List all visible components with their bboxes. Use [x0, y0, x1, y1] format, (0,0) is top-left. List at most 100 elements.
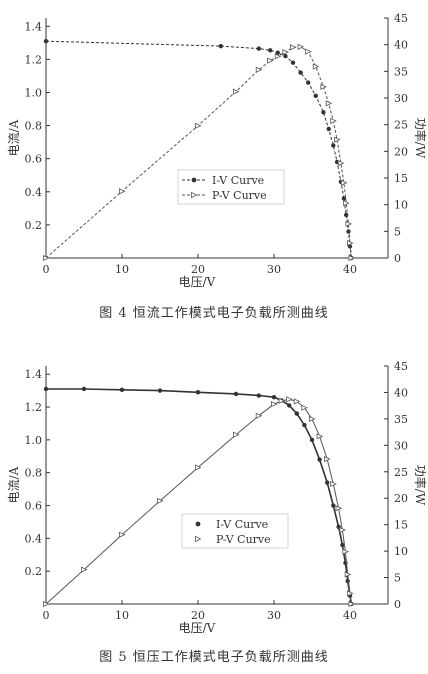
- pv-data-point: [267, 57, 274, 64]
- x-tick-label: 20: [191, 263, 205, 276]
- y-left-tick-label: 0.6: [25, 153, 43, 166]
- pv-data-point: [343, 200, 350, 207]
- pv-data-point: [348, 600, 356, 608]
- legend-label: P-V Curve: [212, 189, 267, 202]
- pv-data-point: [330, 480, 337, 487]
- pv-data-point: [255, 412, 263, 419]
- legend-label: P-V Curve: [216, 533, 271, 546]
- y-left-tick-label: 0.4: [25, 186, 43, 199]
- iv-data-point: [268, 48, 273, 53]
- iv-data-point: [317, 457, 322, 462]
- iv-data-point: [157, 388, 163, 393]
- iv-data-point: [256, 46, 261, 51]
- pv-data-point: [345, 220, 353, 227]
- figure-5-caption: 图 5 恒压工作模式电子负载所测曲线: [99, 650, 329, 665]
- pv-data-point: [81, 566, 88, 573]
- pv-data-point: [255, 66, 263, 73]
- iv-data-point: [325, 480, 330, 485]
- iv-data-point: [331, 503, 336, 508]
- y-right-tick-label: 35: [394, 413, 408, 426]
- y-right-tick-label: 40: [394, 386, 408, 399]
- iv-data-point: [294, 411, 299, 416]
- pv-data-point: [274, 53, 282, 60]
- iv-data-point: [341, 196, 347, 201]
- pv-data-point: [346, 240, 354, 247]
- y-left-tick-label: 0.4: [25, 532, 43, 545]
- iv-data-point: [321, 110, 326, 115]
- x-tick-label: 40: [343, 609, 357, 622]
- pv-data-point: [325, 100, 333, 107]
- chart-figure-5: 0 10 20 30 40 0.2 0.4 0.6 0.8 1.0 1.2 1.4 0 5 10 15 20 25…: [7, 360, 428, 635]
- y-right-tick-label: 10: [394, 199, 408, 212]
- iv-data-point: [81, 386, 87, 392]
- x-tick-label: 10: [115, 609, 129, 622]
- iv-data-point: [283, 53, 288, 59]
- pv-data-point: [340, 179, 348, 186]
- y-left-tick-label: 0.2: [25, 219, 43, 232]
- iv-data-point: [309, 437, 315, 443]
- y-right-tick-label: 30: [394, 92, 408, 105]
- pv-data-point: [43, 600, 50, 608]
- y-right-tick-label: 25: [394, 466, 408, 479]
- x-tick-label: 30: [267, 263, 281, 276]
- iv-data-point: [290, 60, 296, 65]
- legend-label: I-V Curve: [212, 174, 264, 187]
- iv-data-point: [195, 390, 201, 395]
- iv-data-point: [233, 391, 239, 397]
- pv-data-point: [305, 48, 312, 55]
- pv-data-point: [316, 433, 324, 440]
- pv-data-point: [289, 44, 297, 51]
- x-tick-label: 0: [43, 609, 50, 622]
- pv-data-point: [342, 548, 349, 555]
- iv-data-point: [218, 43, 223, 49]
- pv-data-point: [330, 117, 337, 124]
- y-left-tick-label: 0.6: [25, 500, 43, 513]
- pv-data-point: [297, 43, 305, 50]
- y-right-tick-label: 45: [394, 360, 408, 373]
- y-right-tick-label: 15: [394, 519, 408, 532]
- legend-label: I-V Curve: [216, 518, 268, 531]
- pv-data-point: [286, 396, 293, 403]
- legend-marker-pv: [195, 535, 202, 543]
- y-left-axis-title: 电流/A: [7, 119, 21, 156]
- y-right-tick-label: 25: [394, 119, 408, 132]
- y-left-tick-label: 1.0: [25, 434, 43, 447]
- pv-data-point: [156, 497, 164, 504]
- y-left-tick-label: 1.0: [25, 86, 43, 99]
- pv-data-point: [339, 526, 346, 533]
- iv-curve-line: [45, 40, 352, 259]
- y-right-tick-label: 10: [394, 545, 408, 558]
- y-left-tick-label: 1.4: [25, 20, 43, 33]
- x-tick-label: 20: [191, 609, 205, 622]
- iv-data-point: [287, 403, 292, 408]
- legend-box: [177, 169, 285, 205]
- pv-data-point: [232, 88, 240, 95]
- y-right-tick-label: 0: [394, 598, 401, 611]
- y-left-tick-label: 1.2: [25, 401, 43, 414]
- pv-data-point: [119, 531, 126, 538]
- pv-data-point: [308, 415, 316, 422]
- y-right-axis-title: 功率/W: [413, 465, 428, 506]
- x-tick-label: 10: [115, 263, 129, 276]
- pv-data-point: [348, 254, 356, 262]
- iv-curve-line: [46, 388, 353, 605]
- iv-data-point: [256, 393, 261, 398]
- iv-data-point: [340, 542, 345, 548]
- y-right-tick-label: 40: [394, 39, 408, 52]
- iv-data-point: [306, 80, 311, 85]
- iv-data-point: [345, 578, 350, 584]
- y-right-tick-label: 35: [394, 65, 408, 78]
- y-right-tick-label: 15: [394, 172, 408, 185]
- iv-data-point: [302, 422, 307, 428]
- y-right-tick-label: 0: [394, 252, 401, 265]
- y-left-tick-label: 0.8: [25, 120, 43, 133]
- iv-data-point: [43, 38, 49, 44]
- pv-data-point: [43, 254, 50, 262]
- pv-data-point: [334, 136, 341, 143]
- pv-data-point: [324, 456, 331, 463]
- y-right-tick-label: 5: [394, 572, 401, 585]
- pv-data-point: [119, 188, 126, 195]
- legend-marker-iv: [191, 177, 197, 183]
- y-right-tick-label: 5: [394, 225, 401, 238]
- pv-data-point: [270, 401, 278, 408]
